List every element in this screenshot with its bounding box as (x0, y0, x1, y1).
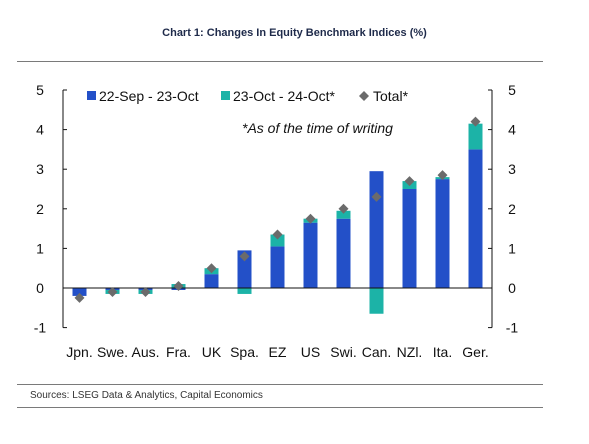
y-tick-label-left: -1 (34, 320, 47, 336)
x-tick-label: Aus. (131, 344, 159, 360)
legend-label-series1: 22-Sep - 23-Oct (99, 88, 199, 104)
bottom-rule (17, 407, 543, 408)
y-tick-label-right: 5 (508, 82, 516, 98)
x-tick-label: Ita. (433, 344, 452, 360)
chart-title: Chart 1: Changes In Equity Benchmark Ind… (162, 27, 427, 39)
note-text: *As of the time of writing (242, 120, 393, 136)
bar-series1-ita (435, 179, 450, 288)
bar-series1-spa (237, 250, 252, 288)
y-tick-label-left: 4 (36, 122, 44, 138)
x-tick-label: Spa. (230, 344, 259, 360)
total-marker (404, 176, 415, 187)
x-tick-label: EZ (269, 344, 287, 360)
source-text: Sources: LSEG Data & Analytics, Capital … (30, 390, 263, 401)
x-tick-label: NZl. (397, 344, 423, 360)
bar-series2-spa (237, 288, 252, 294)
total-markers (74, 116, 481, 303)
y-tick-label-right: 3 (508, 161, 516, 177)
total-marker (74, 292, 85, 303)
total-marker (107, 286, 118, 297)
x-tick-label: Fra. (166, 344, 191, 360)
total-marker (239, 251, 250, 262)
chart-svg: -1 0 1 2 3 4 5 -1 0 1 2 3 4 5 Jpn. Swe. Aus. Fra. UK Spa.… (34, 82, 519, 360)
middle-rule (17, 384, 543, 385)
y-tick-label-right: 4 (508, 122, 516, 138)
y-axis-right: -1 0 1 2 3 4 5 (488, 82, 518, 336)
x-tick-label: UK (202, 344, 222, 360)
legend-marker-total (359, 91, 369, 101)
y-tick-label-right: 1 (508, 240, 516, 256)
x-tick-label: Ger. (462, 344, 488, 360)
y-tick-label-right: 2 (508, 201, 516, 217)
x-tick-label: US (301, 344, 320, 360)
y-tick-label-right: -1 (506, 320, 519, 336)
x-tick-label: Jpn. (66, 344, 92, 360)
legend-label-series2: 23-Oct - 24-Oct* (233, 88, 335, 104)
total-marker (272, 229, 283, 240)
y-axis-left: -1 0 1 2 3 4 5 (34, 82, 67, 336)
bars-group (63, 123, 492, 314)
total-marker (206, 263, 217, 274)
y-tick-label-left: 3 (36, 161, 44, 177)
bar-series1-swi (336, 218, 351, 288)
y-tick-label-left: 0 (36, 280, 44, 296)
bar-series1-ez (270, 246, 285, 288)
x-tick-label: Swe. (97, 344, 128, 360)
bar-series1-jpn (72, 288, 87, 296)
bar-series2-ez (270, 234, 285, 247)
legend-swatch-series1 (87, 91, 96, 100)
y-tick-label-left: 5 (36, 82, 44, 98)
bar-series2-can (369, 288, 384, 314)
bar-series1-can (369, 171, 384, 288)
y-tick-label-left: 2 (36, 201, 44, 217)
bar-series1-us (303, 222, 318, 288)
legend-label-total: Total* (373, 88, 409, 104)
total-marker (371, 191, 382, 202)
total-marker (140, 286, 151, 297)
total-marker (305, 213, 316, 224)
top-rule (17, 61, 543, 62)
total-marker (173, 281, 184, 292)
total-marker (470, 116, 481, 127)
x-tick-label: Swi. (330, 344, 356, 360)
total-marker (437, 170, 448, 181)
bar-series2-swi (336, 210, 351, 219)
total-marker (338, 203, 349, 214)
bar-series1-ger (468, 149, 483, 288)
bar-series1-nzl (402, 189, 417, 288)
x-tick-label: Can. (362, 344, 392, 360)
x-axis-labels: Jpn. Swe. Aus. Fra. UK Spa. EZ US Swi. Can. NZl. It… (66, 344, 488, 360)
y-tick-label-right: 0 (508, 280, 516, 296)
legend: 22-Sep - 23-Oct 23-Oct - 24-Oct* Total* (87, 88, 409, 104)
legend-swatch-series2 (221, 91, 230, 100)
y-tick-label-left: 1 (36, 240, 44, 256)
bar-series2-ger (468, 123, 483, 150)
bar-series1-uk (204, 274, 219, 288)
